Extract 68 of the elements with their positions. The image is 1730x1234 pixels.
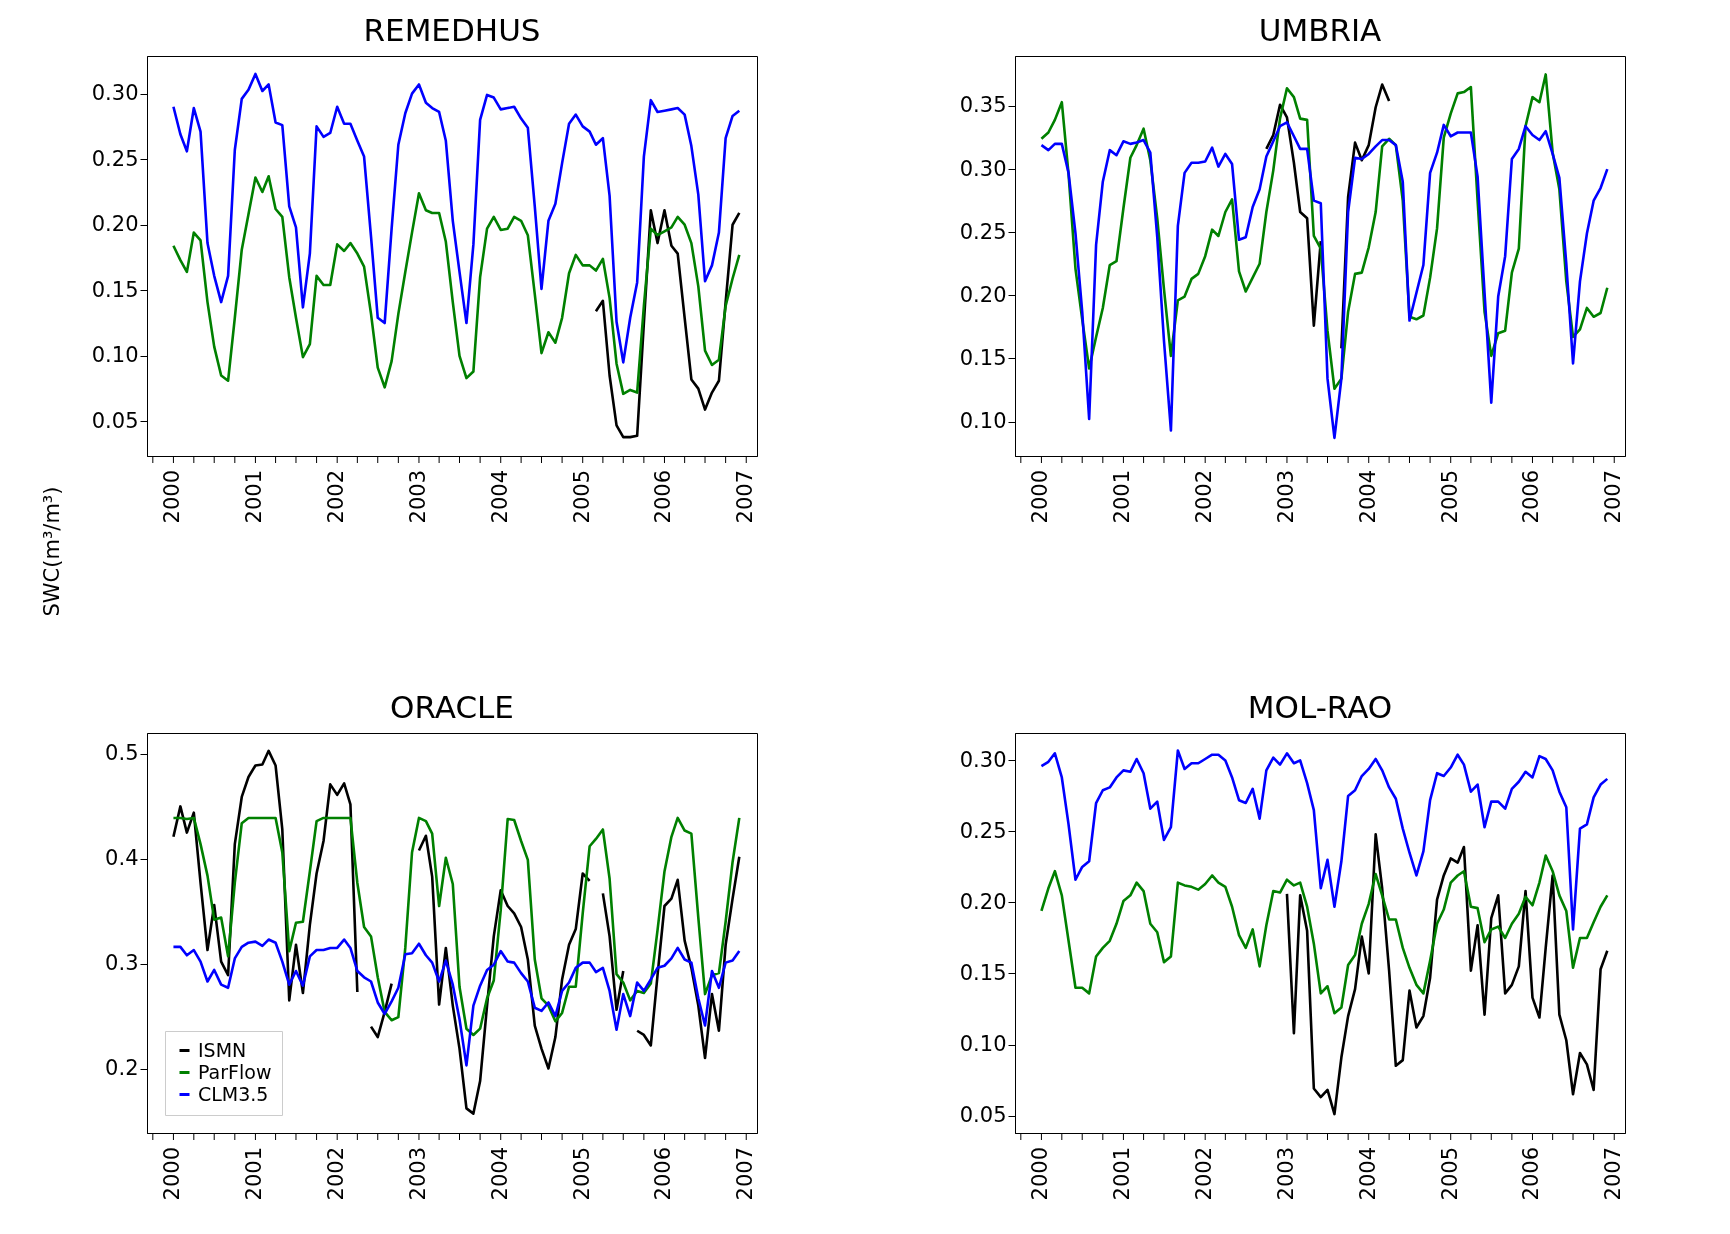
y-tick-label: 0.20 [959, 889, 1007, 914]
x-tick-label: 2004 [1355, 1147, 1380, 1201]
x-tick-label: 2001 [242, 1147, 267, 1201]
line-series [172, 72, 741, 364]
x-tick-label: 2004 [487, 1147, 512, 1201]
x-tick-label: 2003 [1273, 470, 1298, 524]
line-series [1040, 749, 1609, 931]
y-tick-label: 0.25 [959, 219, 1007, 244]
x-tick-label: 2004 [1355, 470, 1380, 524]
x-tick-label: 2005 [1437, 470, 1462, 524]
x-tick-label: 2005 [569, 1147, 594, 1201]
y-tick-label: 0.30 [959, 156, 1007, 181]
y-tick-label: 0.35 [959, 93, 1007, 118]
y-tick-label: 0.05 [959, 1103, 1007, 1128]
x-tick-label: 2005 [569, 470, 594, 524]
x-tick-label: 2006 [651, 470, 676, 524]
x-tick-label: 2007 [733, 1147, 758, 1201]
y-tick-label: 0.15 [959, 960, 1007, 985]
line-series [1285, 832, 1609, 1116]
y-tick-label: 0.3 [105, 951, 139, 976]
y-tick-label: 0.15 [91, 277, 139, 302]
y-tick-label: 0.10 [91, 343, 139, 368]
x-tick-label: 2000 [1028, 1147, 1053, 1201]
x-tick-label: 2006 [1519, 1147, 1544, 1201]
x-tick-label: 2007 [1601, 1147, 1626, 1201]
y-tick-label: 0.10 [959, 409, 1007, 434]
x-tick-label: 2007 [1601, 470, 1626, 524]
x-tick-label: 2002 [1192, 470, 1217, 524]
x-tick-label: 2003 [1273, 1147, 1298, 1201]
x-tick-label: 2007 [733, 470, 758, 524]
y-tick-label: 0.15 [959, 345, 1007, 370]
chart-title: UMBRIA [1258, 12, 1382, 48]
x-tick-label: 2002 [324, 470, 349, 524]
x-tick-label: 2001 [242, 470, 267, 524]
y-tick-label: 0.30 [959, 747, 1007, 772]
y-axis-title: SWC(m³/m³) [39, 486, 64, 617]
x-tick-label: 2000 [160, 470, 185, 524]
y-tick-label: 0.25 [959, 818, 1007, 843]
y-tick-label: 0.20 [91, 212, 139, 237]
x-tick-label: 2003 [405, 1147, 430, 1201]
x-tick-label: 2001 [1110, 470, 1135, 524]
chart-title: MOL-RAO [1247, 689, 1393, 725]
x-tick-label: 2002 [1192, 1147, 1217, 1201]
x-tick-label: 2004 [487, 470, 512, 524]
x-tick-label: 2003 [405, 470, 430, 524]
x-tick-label: 2006 [651, 1147, 676, 1201]
x-tick-label: 2006 [1519, 470, 1544, 524]
chart-title: REMEDHUS [363, 12, 541, 48]
y-tick-label: 0.20 [959, 282, 1007, 307]
x-tick-label: 2002 [324, 1147, 349, 1201]
x-tick-label: 2001 [1110, 1147, 1135, 1201]
legend-label: ParFlow [198, 1060, 272, 1083]
legend-label: ISMN [198, 1038, 247, 1061]
y-tick-label: 0.4 [105, 846, 139, 871]
legend-label: CLM3.5 [198, 1082, 269, 1105]
line-series [172, 174, 741, 396]
x-tick-label: 2000 [1028, 470, 1053, 524]
line-series [1040, 121, 1609, 440]
x-tick-label: 2005 [1437, 1147, 1462, 1201]
y-tick-label: 0.30 [91, 81, 139, 106]
y-tick-label: 0.10 [959, 1032, 1007, 1057]
x-tick-label: 2000 [160, 1147, 185, 1201]
y-tick-label: 0.05 [91, 408, 139, 433]
y-tick-label: 0.5 [105, 741, 139, 766]
y-tick-label: 0.25 [91, 146, 139, 171]
y-tick-label: 0.2 [105, 1056, 139, 1081]
chart-title: ORACLE [390, 689, 514, 725]
line-series [1040, 854, 1609, 1015]
